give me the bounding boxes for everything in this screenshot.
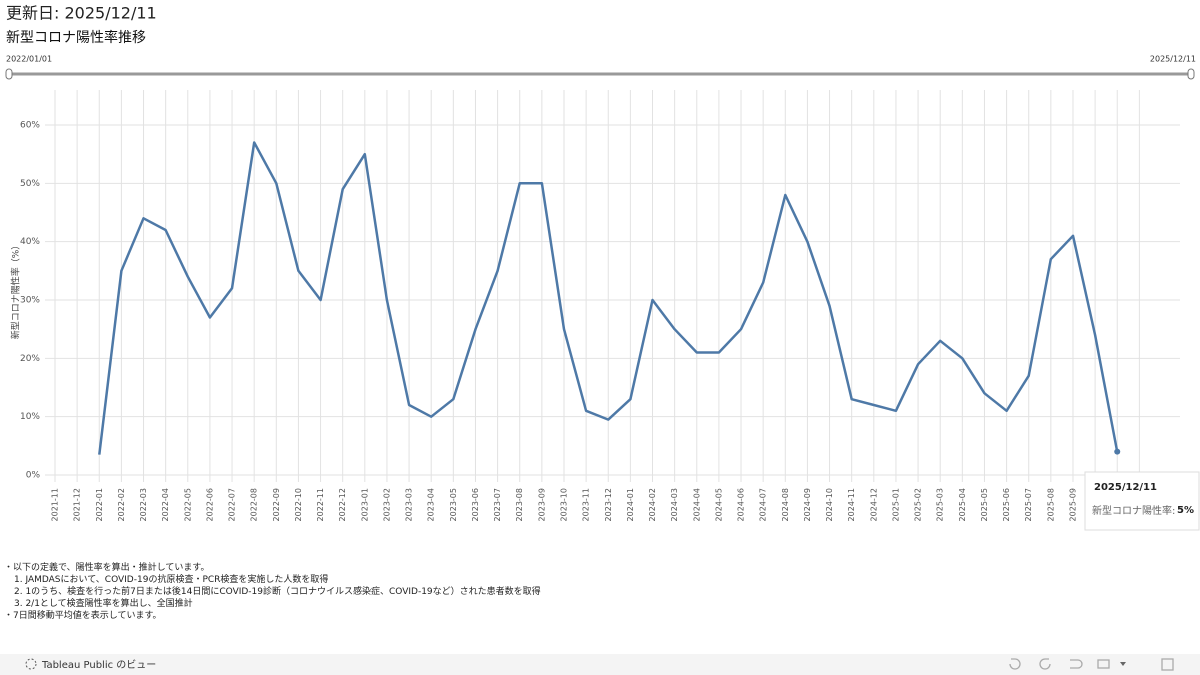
note-line: ・7日間移動平均値を表示しています。	[4, 611, 162, 621]
y-tick-label: 10%	[20, 412, 40, 422]
x-tick-label: 2023-08	[515, 488, 524, 521]
title: 新型コロナ陽性率推移	[6, 29, 146, 46]
x-tick-label: 2022-02	[117, 488, 126, 521]
footer-bar	[0, 654, 1200, 675]
slider-handle[interactable]	[5, 68, 13, 80]
x-tick-label: 2022-08	[250, 488, 259, 521]
redo[interactable]	[1039, 658, 1051, 670]
note-line: 2. 1のうち、検査を行った前7日または後14日間にCOVID-19診断（コロナ…	[14, 587, 541, 597]
x-tick-label: 2024-07	[759, 488, 768, 521]
updated: 更新日: 2025/12/11	[6, 4, 157, 23]
plot: 2021-11 2021-12 2022-01 2022-02 2022-03 2022-…	[20, 90, 1180, 521]
x-tick-label: 2024-02	[648, 488, 657, 521]
note-line: 1. JAMDASにおいて、COVID-19の抗原検査・PCR検査を実施した人数…	[14, 575, 329, 585]
x-tick-label: 2023-06	[471, 488, 480, 521]
x-tick-label: 2022-09	[272, 488, 281, 521]
x-tick-label: 2025-08	[1046, 488, 1055, 521]
x-tick-label: 2023-12	[604, 488, 613, 521]
x-tick-label: 2022-06	[205, 488, 214, 521]
x-tick-label: 2022-01	[95, 488, 104, 521]
x-tick-label: 2025-09	[1068, 488, 1077, 521]
x-tick-label: 2024-11	[847, 488, 856, 521]
x-tick-label: 2025-04	[958, 488, 967, 521]
note-line: ・以下の定義で、陽性率を算出・推計しています。	[4, 563, 210, 573]
fullscreen[interactable]	[1161, 658, 1174, 671]
x-tick-label: 2023-04	[427, 488, 436, 521]
x-tick-label: 2024-04	[692, 488, 701, 521]
undo[interactable]	[1009, 658, 1021, 670]
x-tick-label: 2025-02	[914, 488, 923, 521]
tooltip-label: 新型コロナ陽性率:	[1092, 504, 1175, 517]
revert[interactable]	[1070, 659, 1083, 669]
x-tick-label: 2025-03	[936, 488, 945, 521]
note-line: 3. 2/1として検査陽性率を算出し、全国推計	[14, 599, 193, 609]
plot-area	[45, 90, 1180, 482]
slider-start: 2022/01/01	[6, 55, 52, 64]
share[interactable]	[1097, 659, 1110, 669]
tooltip: 2025/12/11 新型コロナ陽性率: 5%	[1084, 471, 1200, 531]
x-tick-label: 2024-05	[714, 488, 723, 521]
x-tick-label: 2022-07	[228, 488, 237, 521]
x-tick-label: 2023-05	[449, 488, 458, 521]
footer-brand[interactable]: Tableau Public のビュー	[41, 659, 156, 671]
x-tick-label: 2023-07	[493, 488, 502, 521]
x-tick-label: 2025-05	[980, 488, 989, 521]
x-tick-label: 2022-11	[316, 488, 325, 521]
line	[98, 141, 1119, 455]
tooltip-value: 5%	[1177, 505, 1194, 516]
x-tick-label: 2025-06	[1002, 488, 1011, 521]
x-tick-label: 2021-12	[73, 488, 82, 521]
x-tick-label: 2024-10	[825, 488, 834, 521]
x-tick-label: 2024-08	[781, 488, 790, 521]
menu[interactable]	[1120, 662, 1126, 666]
toolbar	[1009, 658, 1174, 671]
x-tick-label: 2022-12	[338, 488, 347, 521]
y-axis-label: 新型コロナ陽性率（%）	[10, 241, 22, 340]
y-tick-label: 20%	[20, 354, 40, 364]
x-tick-label: 2024-03	[670, 488, 679, 521]
x-tick-label: 2025-07	[1024, 488, 1033, 521]
y-tick-label: 60%	[20, 121, 40, 131]
y-tick-label: 50%	[20, 179, 40, 189]
x-tick-label: 2024-01	[626, 488, 635, 521]
x-tick-label: 2023-09	[537, 488, 546, 521]
x-tick-label: 2023-01	[360, 488, 369, 521]
x-tick-label: 2024-09	[803, 488, 812, 521]
y-tick-label: 30%	[20, 296, 40, 306]
x-tick-label: 2022-04	[161, 488, 170, 521]
x-tick-label: 2022-10	[294, 488, 303, 521]
highlight-point	[1114, 448, 1121, 455]
slider-handle[interactable]	[1187, 68, 1195, 80]
x-tick-label: 2023-02	[382, 488, 391, 521]
y-tick-label: 40%	[20, 237, 40, 247]
x-tick-label: 2024-06	[737, 488, 746, 521]
x-tick-label: 2025-01	[891, 488, 900, 521]
x-tick-label: 2021-11	[51, 488, 60, 521]
x-tick-label: 2024-12	[869, 488, 878, 521]
tooltip-date: 2025/12/11	[1094, 482, 1157, 493]
slider-end: 2025/12/11	[1150, 55, 1196, 64]
x-tick-label: 2023-10	[559, 488, 568, 521]
x-tick-label: 2023-03	[405, 488, 414, 521]
tableau-logo	[25, 658, 37, 670]
x-tick-label: 2022-05	[183, 488, 192, 521]
x-tick-label: 2022-03	[139, 488, 148, 521]
tooltip-box	[1084, 471, 1200, 531]
x-tick-label: 2023-11	[582, 488, 591, 521]
y-tick-label: 0%	[26, 471, 41, 481]
